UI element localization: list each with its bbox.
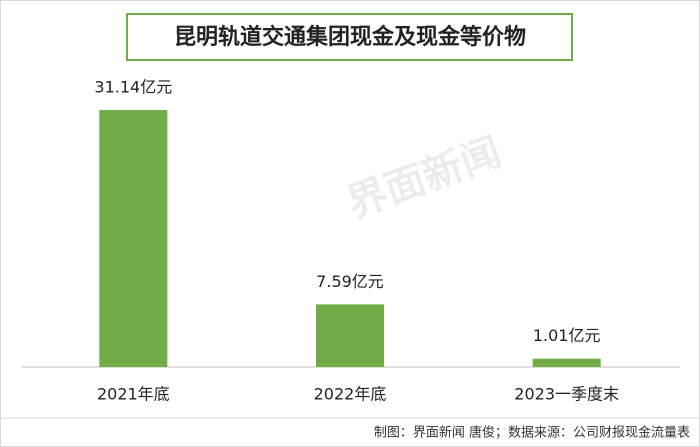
source-note: 制图：界面新闻 唐俊；数据来源：公司财报现金流量表 (374, 425, 690, 441)
value-label: 1.01亿元 (533, 326, 601, 345)
title-box (126, 13, 573, 61)
value-label: 7.59亿元 (316, 272, 384, 291)
bar (316, 304, 384, 367)
chart-title: 昆明轨道交通集团现金及现金等价物 (174, 24, 526, 50)
value-label: 31.14亿元 (94, 78, 172, 97)
x-tick-label: 2022年底 (314, 385, 387, 404)
bar (532, 358, 601, 367)
x-tick-label: 2023一季度末 (514, 385, 619, 404)
bar (99, 110, 168, 367)
x-tick-label: 2021年底 (97, 385, 170, 404)
